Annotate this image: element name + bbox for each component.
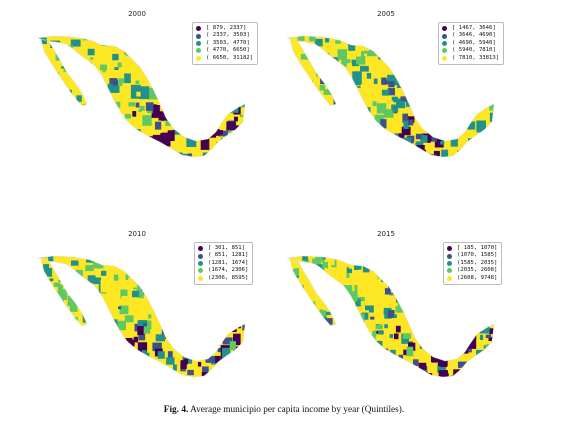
legend-entry: [ 185, 1070] — [447, 245, 497, 252]
legend-swatch — [447, 261, 452, 267]
legend-label: ( 3503, 4770] — [206, 39, 250, 46]
legend-label: ( 5940, 7810] — [452, 47, 496, 54]
legend-swatch — [442, 41, 447, 47]
map-panel-2005: 2005 [ 1467, 3646]( 3646, 4690]( 4690, 59… — [281, 10, 531, 180]
legend-swatch — [198, 275, 203, 281]
legend-swatch — [198, 246, 203, 252]
legend-entry: ( 4690, 5940] — [442, 40, 499, 47]
caption-label: Fig. 4. — [163, 405, 189, 415]
baja-outline — [40, 258, 88, 327]
legend-label: (2035, 2608] — [457, 267, 498, 274]
mainland-outline — [37, 35, 246, 158]
legend-label: ( 4770, 6650] — [206, 47, 250, 54]
legend-swatch — [198, 268, 203, 274]
legend-swatch — [442, 48, 447, 54]
legend-label: (1281, 1674] — [208, 259, 249, 266]
legend-label: (2306, 8595] — [208, 274, 249, 281]
baja-outline — [289, 38, 337, 107]
legend-swatch — [447, 275, 452, 281]
legend-label: ( 851, 1281] — [208, 252, 249, 259]
legend-swatch — [442, 33, 447, 39]
legend-swatch — [196, 55, 201, 61]
panel-title: 2015 — [377, 230, 395, 238]
legend-swatch — [447, 268, 452, 274]
legend-entry: ( 2337, 3503] — [196, 32, 253, 39]
panel-title: 2010 — [128, 230, 146, 238]
map-panel-2000: 2000 [ 879, 2337]( 2337, 3503]( 3503, 477… — [32, 10, 282, 180]
legend-entry: [ 1467, 3646] — [442, 25, 499, 32]
legend-swatch — [196, 48, 201, 54]
legend-entry: (2306, 8595] — [198, 275, 248, 282]
legend-label: (1585, 2035] — [457, 259, 498, 266]
mainland-outline — [37, 255, 246, 378]
legend-entry: ( 4770, 6650] — [196, 47, 253, 54]
legend-entry: ( 851, 1281] — [198, 252, 248, 259]
legend-entry: (1674, 2306] — [198, 267, 248, 274]
legend-label: (2608, 9748] — [457, 274, 498, 281]
legend-label: [ 301, 851] — [208, 245, 246, 251]
legend-label: [ 879, 2337] — [206, 25, 247, 31]
legend-entry: (1070, 1585] — [447, 252, 497, 259]
mainland-outline — [286, 35, 495, 158]
mainland-outline — [286, 255, 495, 378]
choropleth-map — [286, 35, 495, 158]
legend-entry: (1281, 1674] — [198, 260, 248, 267]
panel-title: 2005 — [377, 10, 395, 18]
legend-swatch — [447, 253, 452, 259]
legend-label: ( 7810, 33813] — [452, 54, 500, 61]
legend-entry: (2608, 9748] — [447, 275, 497, 282]
legend-entry: [ 301, 851] — [198, 245, 248, 252]
legend-swatch — [198, 253, 203, 259]
legend-entry: ( 3646, 4690] — [442, 32, 499, 39]
figure-caption: Fig. 4. Average municipio per capita inc… — [0, 405, 568, 415]
baja-outline — [40, 38, 88, 107]
legend-label: ( 6650, 31182] — [206, 54, 254, 61]
map-panel-2010: 2010[ 301, 851]( 851, 1281] (1281, 1674](… — [32, 230, 282, 400]
caption-text: Average municipio per capita income by y… — [190, 405, 405, 415]
legend: [ 301, 851]( 851, 1281] (1281, 1674] (1674… — [194, 242, 254, 286]
legend-entry: (1585, 2035] — [447, 260, 497, 267]
legend-entry: ( 7810, 33813] — [442, 55, 499, 62]
panel-title: 2000 — [128, 10, 146, 18]
legend-swatch — [196, 26, 201, 32]
legend-entry: ( 6650, 31182] — [196, 55, 253, 62]
legend-label: ( 2337, 3503] — [206, 32, 250, 39]
legend-label: (1070, 1585] — [457, 252, 498, 259]
legend-swatch — [198, 261, 203, 267]
legend-label: [ 185, 1070] — [457, 245, 498, 251]
legend-swatch — [196, 33, 201, 39]
legend: [ 1467, 3646]( 3646, 4690]( 4690, 5940](… — [438, 22, 505, 66]
legend-label: [ 1467, 3646] — [452, 25, 496, 31]
legend: [ 185, 1070] (1070, 1585] (1585, 2035] (203… — [443, 242, 503, 286]
legend-swatch — [442, 55, 447, 61]
legend-swatch — [196, 41, 201, 47]
baja-outline — [289, 258, 337, 327]
legend-label: (1674, 2306] — [208, 267, 249, 274]
legend-entry: [ 879, 2337] — [196, 25, 253, 32]
legend-entry: ( 3503, 4770] — [196, 40, 253, 47]
legend-swatch — [447, 246, 452, 252]
legend-swatch — [442, 26, 447, 32]
legend-entry: (2035, 2608] — [447, 267, 497, 274]
legend-label: ( 4690, 5940] — [452, 39, 496, 46]
map-panel-2015: 2015 [ 185, 1070] (1070, 1585] (1585, 2035]… — [281, 230, 531, 400]
legend: [ 879, 2337]( 2337, 3503]( 3503, 4770]( … — [192, 22, 259, 66]
legend-label: ( 3646, 4690] — [452, 32, 496, 39]
legend-entry: ( 5940, 7810] — [442, 47, 499, 54]
